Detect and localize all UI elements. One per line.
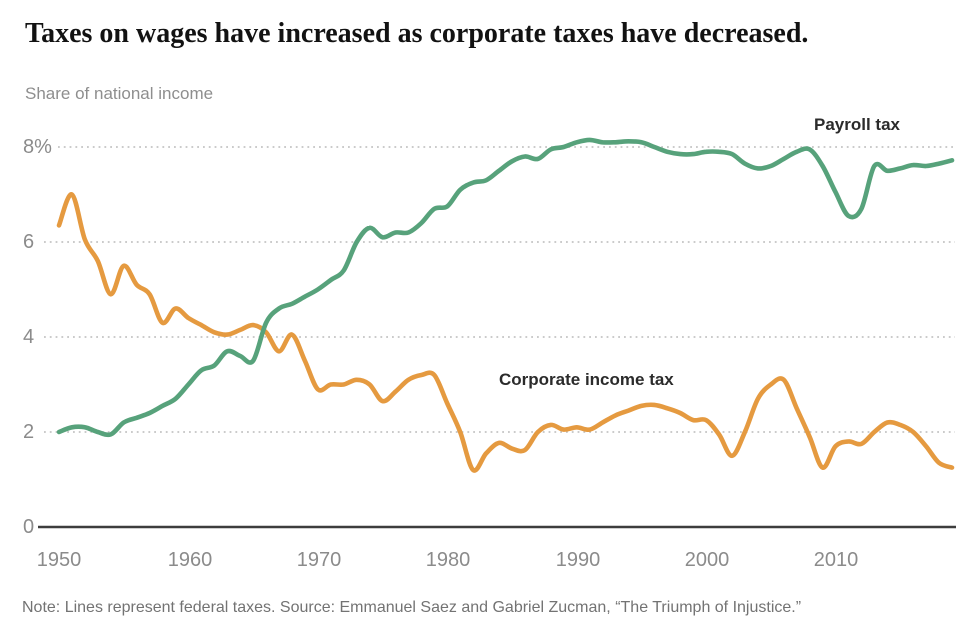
chart-title: Taxes on wages have increased as corpora… — [25, 18, 809, 49]
xtick-2000: 2000 — [684, 549, 730, 571]
ytick-2: 2 — [23, 421, 35, 443]
source-note: Note: Lines represent federal taxes. Sou… — [22, 599, 802, 616]
xtick-1980: 1980 — [425, 549, 471, 571]
xtick-1960: 1960 — [167, 549, 213, 571]
xtick-2010: 2010 — [813, 549, 859, 571]
series-line-corporate-income-tax — [56, 192, 955, 473]
xtick-1990: 1990 — [555, 549, 601, 571]
ytick-8: 8% — [23, 136, 52, 158]
xtick-1970: 1970 — [296, 549, 342, 571]
xtick-1950: 1950 — [36, 549, 82, 571]
series-label-payroll-tax: Payroll tax — [814, 115, 900, 134]
ytick-6: 6 — [23, 231, 35, 253]
ytick-4: 4 — [23, 326, 35, 348]
series-label-corporate-income-tax: Corporate income tax — [499, 370, 674, 389]
series-line-payroll-tax — [56, 137, 955, 438]
ytick-0: 0 — [23, 516, 35, 538]
chart-subtitle: Share of national income — [25, 84, 214, 103]
